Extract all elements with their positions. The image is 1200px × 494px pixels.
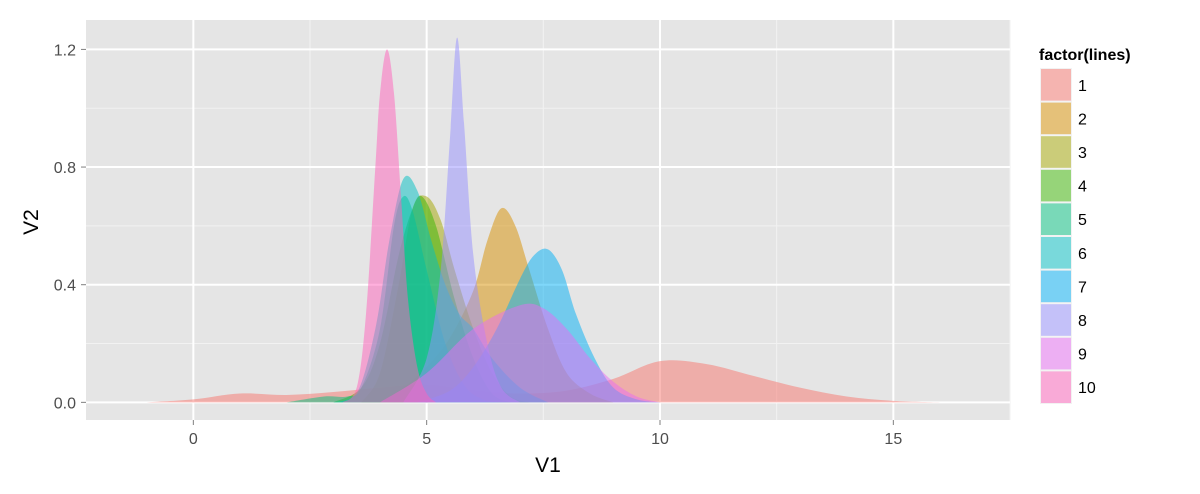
legend-title: factor(lines) [1039,47,1131,64]
x-axis-title: V1 [535,454,561,477]
legend-swatch-7 [1041,270,1071,303]
legend-label: 2 [1078,111,1087,128]
legend-label: 6 [1078,246,1087,263]
legend-label: 7 [1078,279,1087,296]
density-areas [146,37,954,403]
legend-label: 1 [1078,78,1087,95]
legend-label: 8 [1078,313,1087,330]
density-area-9 [380,303,660,403]
x-tick-label: 15 [884,431,902,448]
y-tick-label: 0.8 [54,160,76,177]
x-axis-ticks: 0 5 10 15 [189,420,902,448]
legend-swatch-3 [1041,136,1071,168]
legend-swatch-6 [1041,237,1071,269]
density-area-8 [403,37,520,403]
legend-label: 4 [1078,179,1087,196]
legend: factor(lines) 1 2 3 4 5 6 7 8 9 10 [1039,47,1131,404]
y-axis-ticks: 0.0 0.4 0.8 1.2 [54,42,86,412]
minor-gridlines [86,20,1011,420]
x-tick-label: 0 [189,431,198,448]
x-tick-label: 5 [422,431,431,448]
density-area-10 [342,49,436,403]
density-area-1 [146,360,954,403]
legend-swatch-2 [1041,102,1071,135]
legend-label: 3 [1078,145,1087,162]
y-tick-label: 0.4 [54,278,76,295]
y-tick-label: 0.0 [54,395,76,412]
legend-swatch-4 [1041,169,1071,202]
legend-label: 10 [1078,380,1096,397]
legend-swatch-1 [1041,69,1071,101]
legend-swatch-10 [1041,371,1071,403]
legend-swatch-9 [1041,337,1071,370]
legend-swatch-5 [1041,203,1071,235]
y-tick-label: 1.2 [54,42,76,59]
legend-swatch-8 [1041,304,1071,336]
x-tick-label: 10 [651,431,669,448]
legend-label: 5 [1078,212,1087,229]
y-axis-title: V2 [20,209,43,235]
legend-label: 9 [1078,347,1087,364]
